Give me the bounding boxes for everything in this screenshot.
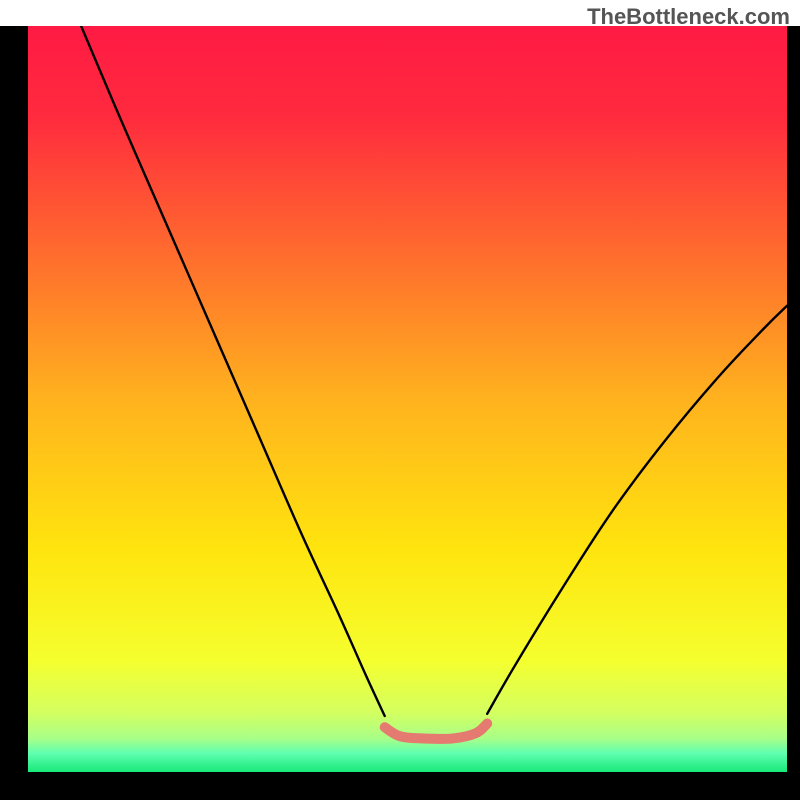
curve-right-branch xyxy=(487,306,787,714)
bottleneck-chart: TheBottleneck.com xyxy=(0,0,800,800)
watermark-text: TheBottleneck.com xyxy=(587,4,790,30)
curve-trough-highlight xyxy=(385,724,487,739)
chart-curves-layer xyxy=(0,0,800,800)
curve-left-branch xyxy=(81,26,385,716)
